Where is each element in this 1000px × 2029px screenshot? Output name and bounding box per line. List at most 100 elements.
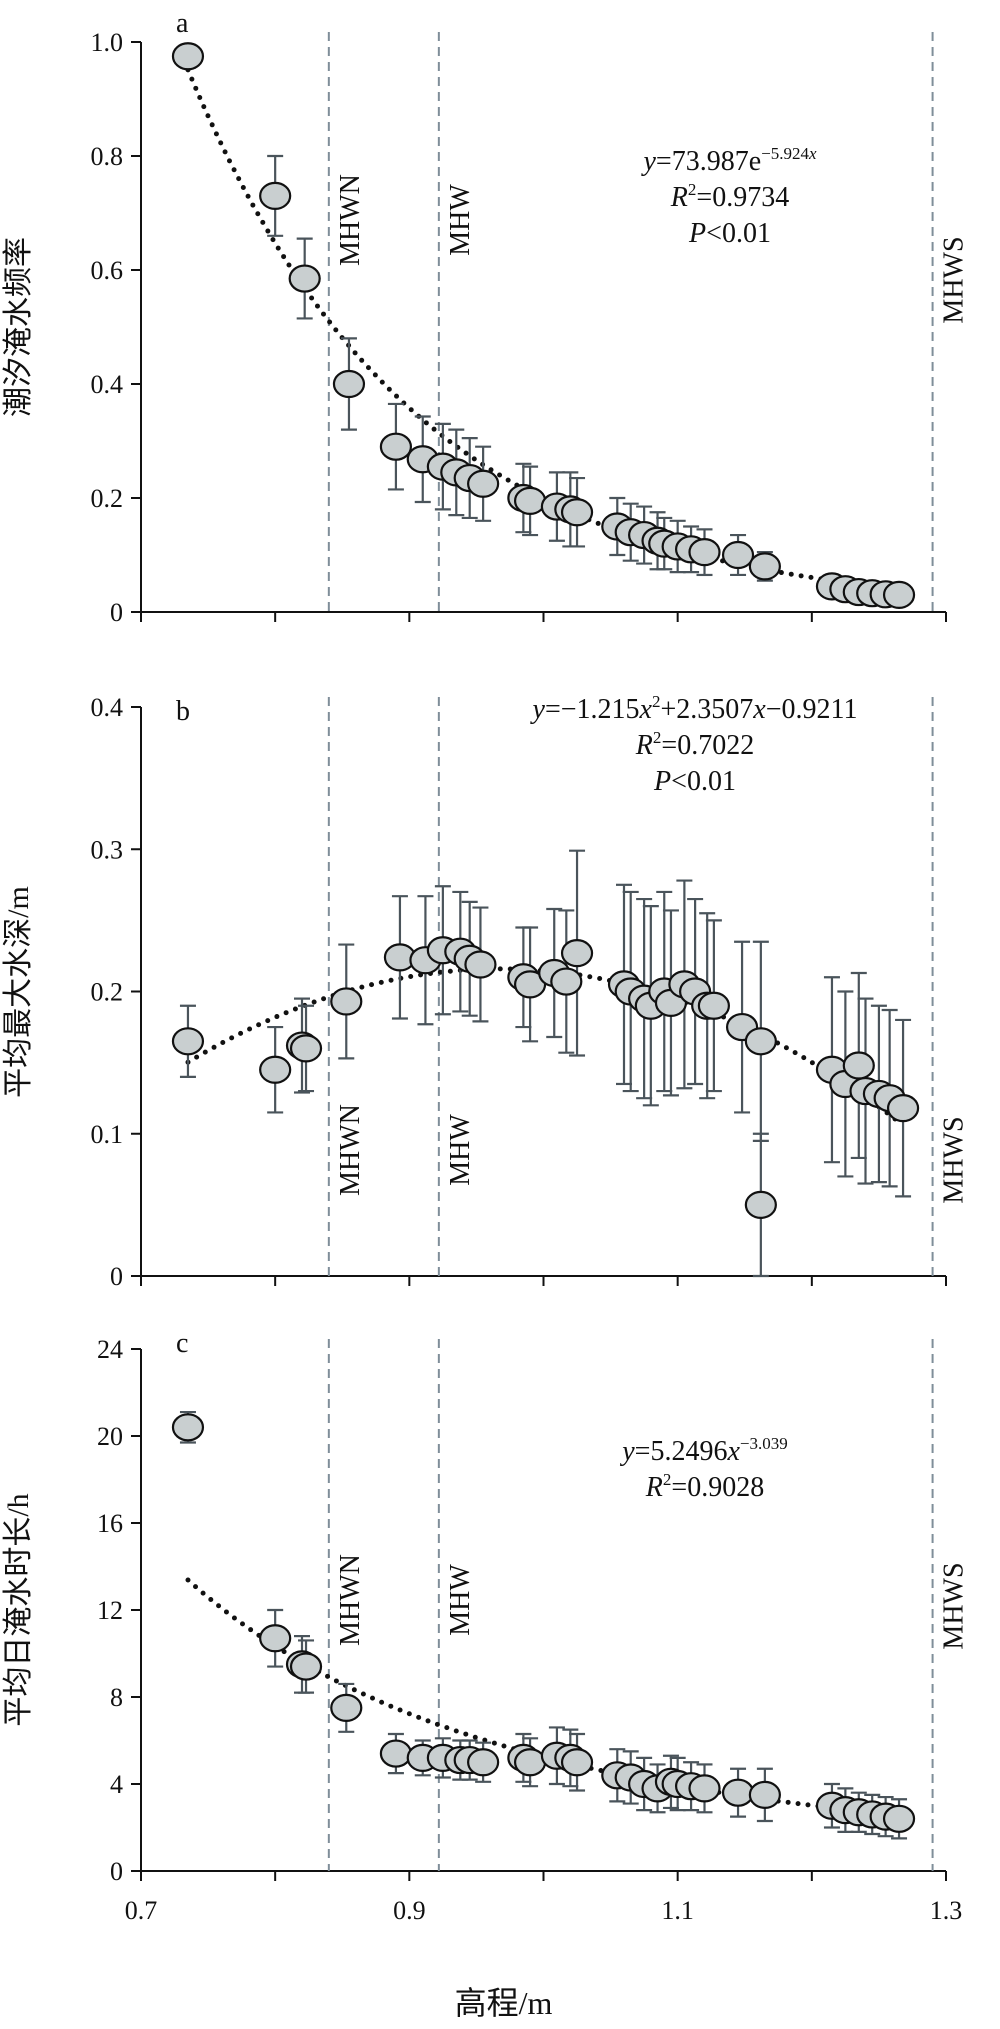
data-point — [259, 1055, 292, 1084]
data-point — [289, 1034, 323, 1063]
data-point — [744, 1190, 777, 1219]
equation-line: P<0.01 — [688, 218, 771, 249]
ref-label-mhws: MHWS — [939, 236, 970, 323]
equation-segment: 2 — [652, 692, 661, 711]
data-point — [513, 486, 547, 515]
ref-label-mhwn: MHWN — [335, 1554, 366, 1646]
equation-segment: y — [530, 694, 546, 725]
x-tick-label: 0.9 — [393, 1896, 426, 1925]
data-point — [259, 1624, 292, 1653]
equation-line: P<0.01 — [653, 766, 736, 797]
panel-a: 0 0.2 0.4 0.6 0.8 1.0 潮汐淹水频率 a MHWN MHW MHWS y=73.9… — [2, 8, 970, 627]
panel-label: a — [176, 8, 189, 39]
equation-line: R2​=0.9734 — [670, 180, 789, 213]
data-point — [697, 991, 730, 1020]
x-tick-label: 1.3 — [930, 1896, 963, 1925]
data-point — [171, 1413, 205, 1442]
equation-segment: R — [645, 1472, 663, 1503]
data-point — [330, 987, 363, 1016]
equation-segment: R — [635, 730, 653, 761]
equation-segment: y — [640, 146, 656, 177]
data-point — [467, 1748, 500, 1777]
data-point — [332, 369, 366, 399]
equation-segment: =0.7022 — [661, 730, 754, 761]
data-point — [467, 469, 500, 498]
data-point — [513, 1748, 547, 1777]
equation-segment: −3.039 — [740, 1434, 788, 1453]
equation-line: R2​=0.9028 — [645, 1470, 764, 1503]
y-tick-label: 0.4 — [91, 693, 124, 722]
y-tick-label: 0.3 — [91, 835, 124, 864]
equation-segment: <0.01 — [706, 218, 771, 249]
data-point — [171, 1027, 205, 1056]
data-point — [379, 432, 413, 461]
data-point — [288, 264, 321, 293]
y-axis-label: 平均最大水深/m — [2, 886, 35, 1098]
data-point — [464, 950, 497, 979]
equation-line: R2​=0.7022 — [635, 728, 754, 761]
y-tick-label: 4 — [110, 1770, 123, 1799]
y-axis-label: 潮汐淹水频率 — [2, 237, 35, 417]
equation-line: y=−1.215x2​+2.3507x−0.9211 — [530, 692, 858, 725]
data-point — [289, 1652, 323, 1681]
data-point — [842, 1051, 875, 1080]
equation-segment: P — [653, 766, 671, 797]
y-tick-label: 8 — [110, 1683, 123, 1712]
y-tick-label: 12 — [97, 1596, 123, 1625]
data-point — [550, 967, 583, 996]
data-point — [721, 1778, 755, 1807]
y-axis-label: 平均日淹水时长/h — [2, 1493, 35, 1726]
equation-segment: y — [619, 1436, 635, 1467]
data-point — [560, 1748, 594, 1777]
equation-segment: =0.9734 — [696, 182, 789, 213]
y-tick-label: 0.2 — [91, 484, 124, 513]
equation-segment: =5.2496 — [635, 1436, 728, 1467]
data-point — [721, 540, 755, 570]
y-tick-label: 20 — [97, 1422, 123, 1451]
panel-b: 0 0.1 0.2 0.3 0.4 平均最大水深/m b MHWN MHW MHWS y=−1.21… — [2, 692, 970, 1291]
y-tick-label: 0.8 — [91, 142, 124, 171]
equation-segment: =−1.215 — [545, 694, 640, 725]
data-point — [744, 1027, 777, 1056]
equation-segment: P — [688, 218, 706, 249]
x-tick-label: 1.1 — [661, 1896, 694, 1925]
y-tick-label: 1.0 — [91, 28, 124, 57]
ref-label-mhw: MHW — [445, 1114, 476, 1186]
data-point — [882, 580, 916, 610]
y-tick-label: 0 — [110, 598, 123, 627]
data-point — [688, 538, 721, 567]
y-tick-label: 0 — [110, 1262, 123, 1291]
equation-line: y=5.2496x−3.039​ — [619, 1434, 788, 1467]
data-point — [330, 1693, 363, 1722]
equation-segment: R — [670, 182, 688, 213]
equation-segment: x — [808, 144, 817, 163]
ref-label-mhwn: MHWN — [335, 1104, 366, 1196]
equation-segment: <0.01 — [671, 766, 736, 797]
equation-segment: =73.987e — [656, 146, 761, 177]
data-point — [886, 1094, 920, 1123]
equation-segment: x — [752, 694, 766, 725]
equation-segment: 2 — [688, 180, 697, 199]
equation-segment: −5.924 — [761, 144, 809, 163]
equation-line: y=73.987e−5.924​x​ — [640, 144, 817, 177]
data-point — [688, 1774, 721, 1803]
equation-segment: 2 — [663, 1470, 672, 1489]
data-point — [748, 552, 781, 581]
y-tick-label: 0.2 — [91, 978, 124, 1007]
ref-label-mhws: MHWS — [939, 1116, 970, 1203]
equation-segment: =0.9028 — [671, 1472, 764, 1503]
y-tick-label: 0.1 — [91, 1120, 124, 1149]
data-point — [560, 938, 594, 968]
panel-label: c — [176, 1328, 188, 1359]
y-tick-label: 0 — [110, 1857, 123, 1886]
y-tick-label: 0.6 — [91, 256, 124, 285]
data-point — [560, 498, 594, 527]
ref-label-mhwn: MHWN — [335, 174, 366, 266]
data-point — [259, 181, 292, 210]
y-tick-label: 0.4 — [91, 370, 124, 399]
equation-segment: 2 — [653, 728, 662, 747]
ref-label-mhws: MHWS — [939, 1562, 970, 1649]
data-point — [171, 42, 205, 71]
equation-segment: −0.9211 — [766, 694, 858, 725]
